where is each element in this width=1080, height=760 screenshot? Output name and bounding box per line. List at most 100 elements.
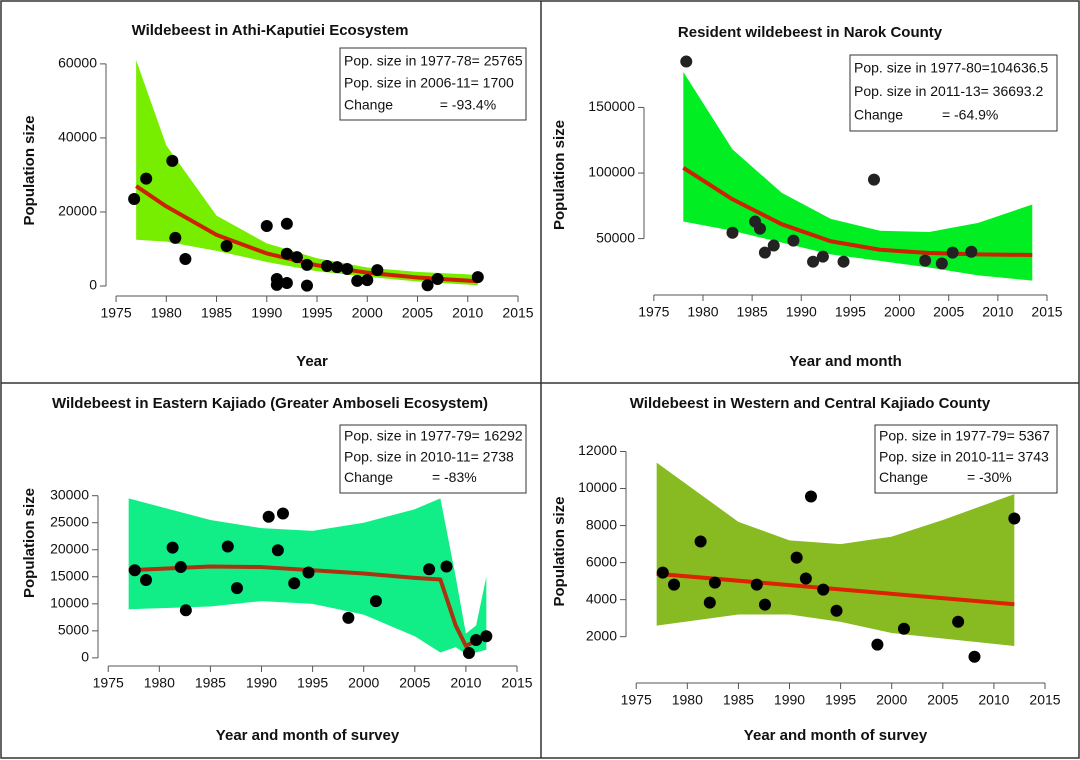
data-point [816, 250, 829, 263]
x-tick-label: 1990 [251, 305, 282, 321]
x-tick-label: 2000 [884, 304, 915, 320]
x-tick-label: 1975 [638, 304, 669, 320]
data-point [166, 154, 179, 167]
data-point [694, 535, 707, 548]
x-axis-label: Year and month of survey [216, 727, 400, 744]
data-point [868, 173, 881, 186]
data-point [431, 272, 444, 285]
chart-title: Wildebeest in Western and Central Kajiad… [630, 395, 991, 412]
legend-text: Pop. size in 2006-11= 1700 [344, 75, 514, 91]
x-tick-label: 1980 [151, 305, 182, 321]
x-tick-label: 1990 [774, 692, 805, 708]
x-tick-label: 2015 [1031, 304, 1062, 320]
data-point [221, 540, 234, 553]
x-tick-label: 1975 [100, 305, 131, 321]
data-point [174, 561, 187, 574]
data-point [230, 582, 243, 595]
y-tick-label: 0 [81, 649, 89, 665]
y-tick-label: 12000 [578, 442, 617, 458]
data-point [470, 634, 483, 647]
data-point [276, 507, 289, 520]
data-point [753, 222, 766, 235]
x-tick-label: 2015 [501, 675, 532, 691]
data-point [290, 251, 303, 264]
y-tick-label: 15000 [50, 567, 89, 583]
chart-title: Wildebeest in Eastern Kajiado (Greater A… [52, 395, 488, 412]
legend-box [339, 47, 527, 121]
x-tick-label: 1975 [621, 692, 652, 708]
x-tick-label: 1975 [93, 675, 124, 691]
y-axis-label: Population size [21, 115, 38, 225]
legend-box [849, 54, 1058, 132]
y-axis-label: Population size [551, 120, 568, 230]
data-point [440, 560, 453, 573]
data-point [331, 261, 344, 274]
legend-text: Pop. size in 1977-78= 25765 [344, 53, 523, 69]
x-axis-label: Year and month [789, 353, 902, 370]
data-point [371, 264, 384, 277]
x-tick-label: 1995 [297, 675, 328, 691]
y-tick-label: 50000 [596, 229, 635, 245]
x-tick-label: 2010 [450, 675, 481, 691]
x-tick-label: 2015 [502, 305, 533, 321]
data-point [703, 596, 716, 609]
x-tick-label: 1995 [301, 305, 332, 321]
x-tick-label: 1980 [687, 304, 718, 320]
legend-text: Change = -64.9% [854, 106, 998, 122]
data-point [871, 638, 884, 651]
data-point [140, 574, 153, 587]
x-tick-label: 2005 [927, 692, 958, 708]
data-point [968, 650, 981, 663]
legend-text: Pop. size in 2010-11= 2738 [344, 448, 514, 464]
y-tick-label: 25000 [50, 513, 89, 529]
data-point [750, 578, 763, 591]
data-point [462, 647, 475, 660]
y-tick-label: 20000 [58, 203, 97, 219]
data-point [668, 578, 681, 591]
data-point [837, 255, 850, 268]
data-point [935, 257, 948, 270]
legend-text: Change = -30% [879, 469, 1012, 485]
data-point [807, 255, 820, 268]
x-tick-label: 1985 [195, 675, 226, 691]
data-point [270, 278, 283, 291]
y-tick-label: 8000 [586, 516, 617, 532]
data-point [680, 55, 693, 68]
legend-text: Pop. size in 1977-79= 5367 [879, 428, 1050, 444]
data-point [799, 572, 812, 585]
x-tick-label: 2010 [982, 304, 1013, 320]
y-tick-label: 40000 [58, 129, 97, 145]
data-point [169, 231, 182, 244]
chart-title: Resident wildebeest in Narok County [678, 24, 943, 41]
data-point [179, 252, 192, 265]
x-tick-label: 2000 [348, 675, 379, 691]
x-tick-label: 1985 [201, 305, 232, 321]
x-tick-label: 2005 [402, 305, 433, 321]
data-point [220, 240, 233, 253]
x-tick-label: 1995 [835, 304, 866, 320]
data-point [946, 246, 959, 259]
data-point [919, 254, 932, 267]
data-point [708, 576, 721, 589]
legend-text: Pop. size in 1977-79= 16292 [344, 428, 523, 444]
data-point [179, 604, 192, 617]
data-point [262, 510, 275, 523]
x-tick-label: 2015 [1029, 692, 1060, 708]
confidence-band [656, 462, 1015, 646]
x-tick-label: 1980 [144, 675, 175, 691]
data-point [128, 564, 141, 577]
x-tick-label: 1990 [786, 304, 817, 320]
x-tick-label: 2005 [399, 675, 430, 691]
legend-text: Pop. size in 2010-11= 3743 [879, 448, 1049, 464]
y-tick-label: 100000 [588, 164, 635, 180]
data-point [351, 274, 364, 287]
chart-title: Wildebeest in Athi-Kaputiei Ecosystem [132, 22, 409, 39]
data-point [804, 490, 817, 503]
data-point [361, 274, 374, 287]
x-tick-label: 1990 [246, 675, 277, 691]
y-tick-label: 20000 [50, 540, 89, 556]
legend-text: Pop. size in 2011-13= 36693.2 [854, 83, 1043, 99]
data-point [288, 577, 301, 590]
data-point [830, 604, 843, 617]
